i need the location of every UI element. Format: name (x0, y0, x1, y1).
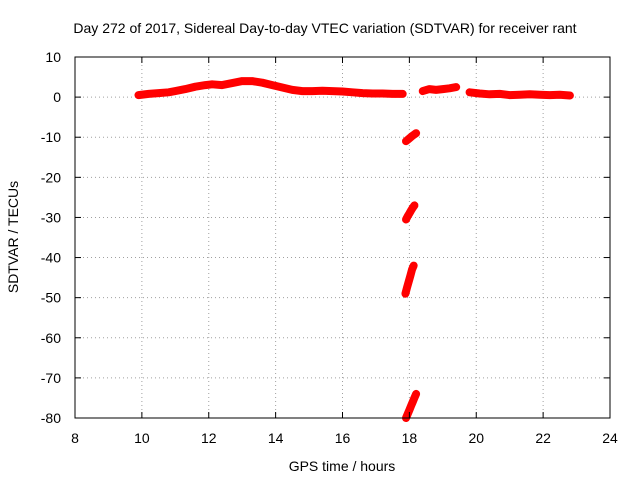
y-tick-label: -60 (41, 330, 61, 346)
data-point (536, 91, 544, 99)
data-point (526, 90, 534, 98)
axis-ticks: 8 10 12 14 16 18 20 22 24 10 0 -10 -20 -30 -40 -50 -60 -7… (41, 49, 618, 446)
series-main-band-1 (134, 77, 407, 100)
series-line (134, 77, 407, 100)
series-slip-2 (402, 201, 419, 224)
data-point (399, 90, 407, 98)
data-point (546, 91, 554, 99)
x-tick-label: 8 (71, 430, 79, 446)
data-point (165, 88, 173, 96)
data-points (134, 77, 574, 422)
data-point (238, 77, 246, 85)
data-point (379, 90, 387, 97)
series-main-band-3 (465, 88, 574, 100)
series-slip-1 (402, 129, 421, 146)
data-point (155, 89, 163, 97)
data-point (389, 90, 397, 98)
data-point (410, 262, 418, 270)
data-point (405, 278, 413, 286)
data-point (201, 81, 209, 89)
data-point (288, 86, 296, 94)
y-tick-label: -30 (41, 209, 61, 225)
data-point (349, 88, 356, 96)
data-point (369, 90, 377, 97)
data-point (268, 81, 276, 89)
chart-title: Day 272 of 2017, Sidereal Day-to-day VTE… (73, 20, 576, 36)
data-point (566, 92, 574, 99)
data-point (516, 91, 524, 99)
series-slip-3 (401, 261, 418, 298)
data-point (406, 272, 414, 280)
data-point (425, 85, 433, 93)
data-point (452, 83, 460, 91)
data-point (339, 88, 346, 95)
y-tick-label: 0 (53, 89, 61, 105)
data-point (228, 79, 236, 87)
data-point (466, 88, 474, 96)
series-main-band-2 (418, 83, 461, 96)
data-point (258, 79, 266, 87)
data-point (278, 84, 286, 91)
data-point (181, 85, 189, 93)
x-tick-label: 10 (134, 430, 150, 446)
data-point (446, 84, 453, 92)
data-point (496, 90, 504, 98)
data-point (412, 129, 420, 137)
data-point (208, 80, 216, 88)
data-point (401, 290, 409, 298)
y-tick-label: -50 (41, 290, 61, 306)
y-tick-label: -40 (41, 250, 61, 266)
data-point (171, 87, 179, 95)
y-tick-label: 10 (45, 49, 61, 65)
data-point (248, 77, 256, 85)
data-point (476, 90, 484, 97)
series-slip-4 (402, 389, 421, 422)
data-point (298, 87, 306, 95)
data-point (412, 390, 420, 398)
data-point (439, 85, 447, 93)
x-tick-label: 14 (268, 430, 284, 446)
x-tick-label: 22 (535, 430, 551, 446)
data-point (410, 201, 418, 209)
data-point (506, 91, 514, 99)
y-tick-label: -80 (41, 410, 61, 426)
x-tick-label: 18 (402, 430, 418, 446)
data-point (218, 81, 226, 89)
y-tick-label: -10 (41, 129, 61, 145)
x-axis-label: GPS time / hours (289, 458, 396, 474)
data-point (135, 91, 142, 99)
data-point (145, 90, 153, 98)
x-tick-label: 16 (335, 430, 351, 446)
data-point (359, 89, 367, 97)
grid (75, 57, 610, 418)
data-point (403, 284, 411, 292)
data-point (329, 87, 336, 95)
data-point (486, 90, 494, 98)
data-point (308, 87, 316, 95)
data-point (318, 87, 326, 95)
y-axis-label: SDTVAR / TECUs (5, 181, 21, 293)
y-tick-label: -70 (41, 370, 61, 386)
data-point (432, 86, 440, 94)
data-point (191, 83, 199, 91)
data-point (419, 87, 427, 95)
x-tick-label: 24 (602, 430, 618, 446)
data-point (556, 91, 564, 99)
y-tick-label: -20 (41, 169, 61, 185)
x-tick-label: 20 (468, 430, 484, 446)
x-tick-label: 12 (201, 430, 217, 446)
